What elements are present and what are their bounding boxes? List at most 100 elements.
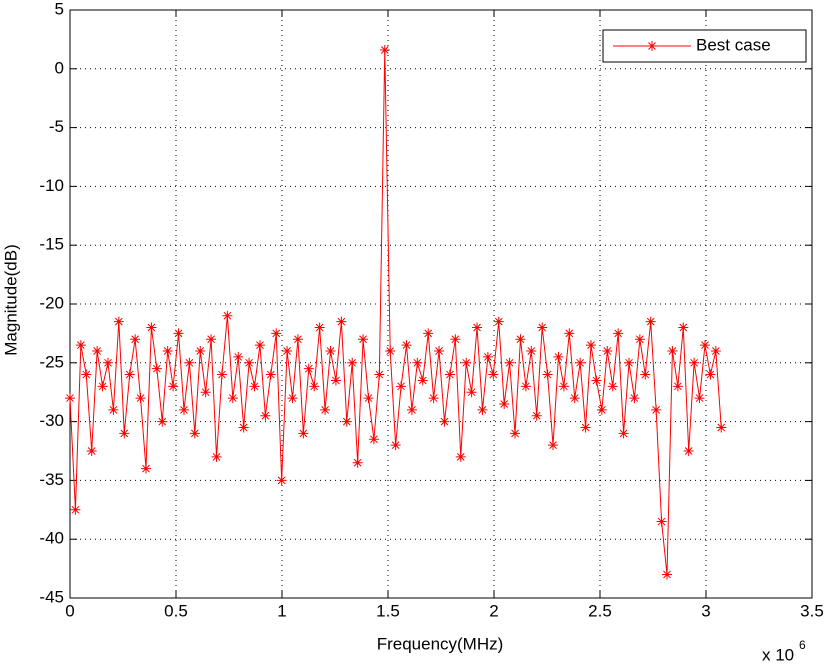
data-marker: [499, 398, 510, 409]
data-marker: [135, 393, 146, 404]
y-tick-label: -25: [39, 352, 64, 371]
data-marker: [178, 404, 189, 415]
data-marker: [330, 375, 341, 386]
data-marker: [477, 404, 488, 415]
data-marker: [526, 346, 537, 357]
data-marker: [510, 428, 521, 439]
data-marker: [347, 357, 358, 368]
y-tick-label: 0: [55, 58, 64, 77]
data-marker: [689, 357, 700, 368]
data-marker: [113, 316, 124, 327]
data-marker: [667, 346, 678, 357]
y-tick-label: -35: [39, 470, 64, 489]
data-marker: [645, 316, 656, 327]
data-marker: [661, 569, 672, 580]
data-marker: [206, 334, 217, 345]
data-marker: [254, 340, 265, 351]
data-marker: [520, 381, 531, 392]
y-axis-label: Magnitude(dB): [1, 244, 20, 356]
x-tick-label: 0: [65, 601, 74, 620]
data-marker: [694, 393, 705, 404]
data-marker: [455, 451, 466, 462]
data-marker: [640, 369, 651, 380]
data-marker: [282, 346, 293, 357]
data-marker: [195, 346, 206, 357]
data-marker: [227, 393, 238, 404]
y-tick-label: -15: [39, 235, 64, 254]
data-marker: [444, 369, 455, 380]
data-marker: [412, 357, 423, 368]
y-tick-label: -45: [39, 587, 64, 606]
data-marker: [466, 387, 477, 398]
data-marker: [531, 410, 542, 421]
y-tick-label: -5: [49, 117, 64, 136]
data-marker: [488, 369, 499, 380]
data-marker: [320, 404, 331, 415]
data-marker: [287, 393, 298, 404]
data-marker: [591, 375, 602, 386]
data-marker: [140, 463, 151, 474]
data-marker: [162, 346, 173, 357]
y-tick-label: 5: [55, 0, 64, 18]
data-marker: [341, 416, 352, 427]
data-marker: [108, 404, 119, 415]
data-marker: [461, 357, 472, 368]
data-marker: [86, 446, 97, 456]
data-marker: [482, 351, 493, 362]
data-marker: [173, 328, 184, 339]
data-marker: [493, 316, 504, 327]
data-line: [69, 49, 722, 575]
data-marker: [97, 381, 108, 392]
data-marker: [233, 351, 244, 362]
data-marker: [586, 340, 597, 351]
data-marker: [368, 434, 379, 445]
data-marker: [672, 381, 683, 392]
y-tick-label: -40: [39, 529, 64, 548]
data-marker: [276, 475, 287, 486]
x-tick-label: 2: [489, 601, 498, 620]
legend-label: Best case: [696, 35, 771, 54]
data-marker: [151, 363, 162, 374]
data-marker: [602, 346, 613, 357]
data-marker: [130, 334, 141, 345]
data-marker: [363, 393, 374, 404]
data-marker: [705, 369, 716, 380]
x-tick-label: 0.5: [164, 601, 188, 620]
data-marker: [168, 381, 179, 392]
data-marker: [618, 428, 629, 439]
data-marker: [260, 410, 271, 421]
data-marker: [352, 457, 363, 468]
data-marker: [624, 357, 635, 368]
data-marker: [390, 440, 401, 451]
x-tick-label: 2.5: [588, 601, 612, 620]
x-exponent: 6: [799, 638, 806, 652]
data-marker: [309, 381, 320, 392]
data-marker: [716, 422, 727, 433]
data-marker: [222, 310, 233, 321]
data-marker: [423, 328, 434, 339]
data-marker: [607, 381, 618, 392]
data-marker: [249, 381, 260, 392]
data-marker: [634, 334, 645, 345]
data-marker: [417, 375, 428, 386]
x-tick-label: 3: [701, 601, 710, 620]
data-marker: [613, 328, 624, 339]
x-tick-label: 1.5: [376, 601, 400, 620]
data-marker: [124, 369, 135, 380]
data-marker: [564, 328, 575, 339]
data-marker: [406, 404, 417, 415]
data-marker: [336, 316, 347, 327]
data-marker: [75, 340, 86, 351]
data-marker: [379, 44, 390, 55]
data-marker: [596, 404, 607, 415]
data-marker: [651, 404, 662, 415]
data-marker: [119, 428, 130, 439]
data-marker: [504, 357, 515, 368]
data-marker: [434, 346, 445, 357]
data-marker: [401, 340, 412, 351]
data-marker: [303, 363, 314, 374]
data-marker: [558, 381, 569, 392]
data-marker: [81, 369, 92, 380]
data-marker: [699, 340, 710, 351]
data-marker: [575, 357, 586, 368]
